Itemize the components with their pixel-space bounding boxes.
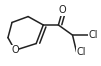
Text: O: O bbox=[59, 5, 66, 15]
Text: Cl: Cl bbox=[88, 30, 98, 40]
Text: Cl: Cl bbox=[77, 47, 86, 57]
Text: O: O bbox=[11, 45, 19, 55]
